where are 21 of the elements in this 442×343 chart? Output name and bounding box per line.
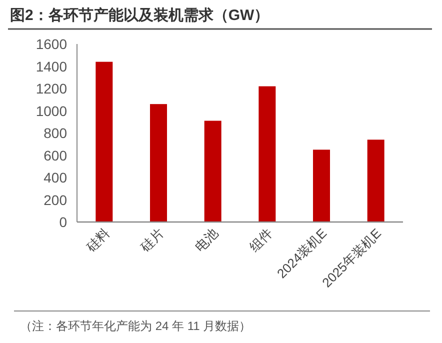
bar [150,104,167,222]
bar [313,150,330,222]
x-tick-label: 电池 [192,226,221,255]
x-tick-label: 组件 [246,226,276,255]
y-tick-label: 600 [44,147,68,164]
x-tick-label: 硅片 [136,226,167,256]
chart-title: 图2：各环节产能以及装机需求（GW） [10,7,270,24]
y-tick-label: 0 [59,214,68,230]
y-tick-label: 1000 [36,102,68,119]
y-tick-label: 1600 [36,36,68,52]
y-tick-label: 400 [44,170,68,186]
bar [367,140,384,222]
y-tick-label: 200 [44,192,68,208]
bar [258,86,276,222]
y-tick-label: 800 [44,125,68,141]
text: （注：各环节年化产能为 24 年 11 月数据） [20,319,252,333]
bar [96,62,113,222]
y-tick-label: 1400 [36,58,68,74]
x-tick-label: 硅料 [82,226,112,256]
y-tick-label: 1200 [36,80,68,96]
bar [204,120,222,222]
